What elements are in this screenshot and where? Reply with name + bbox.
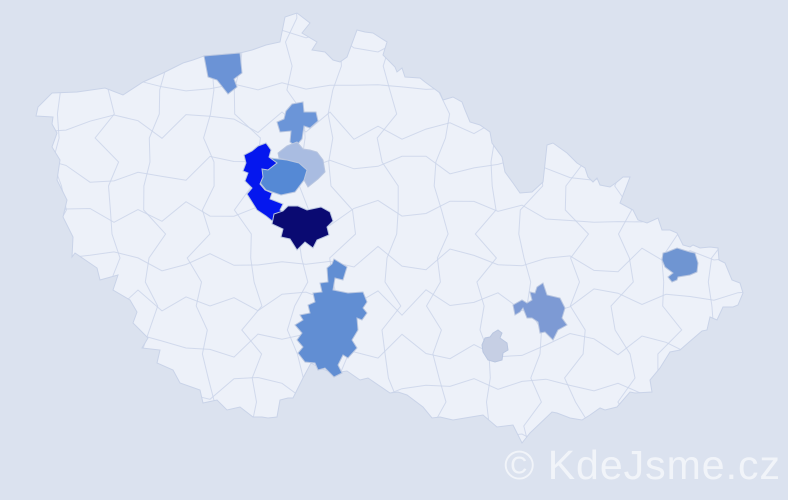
- highlighted-district-south: [294, 258, 368, 378]
- highlighted-districts: [203, 52, 699, 378]
- highlighted-district-center-dark: [271, 205, 334, 251]
- highlighted-district-far-east: [661, 247, 699, 283]
- highlighted-district-north: [203, 52, 243, 95]
- highlighted-district-north-central: [276, 101, 319, 147]
- watermark-text: © KdeJsme.cz: [504, 442, 781, 488]
- highlighted-district-south-east: [512, 282, 568, 341]
- highlighted-district-east-pale: [481, 329, 509, 363]
